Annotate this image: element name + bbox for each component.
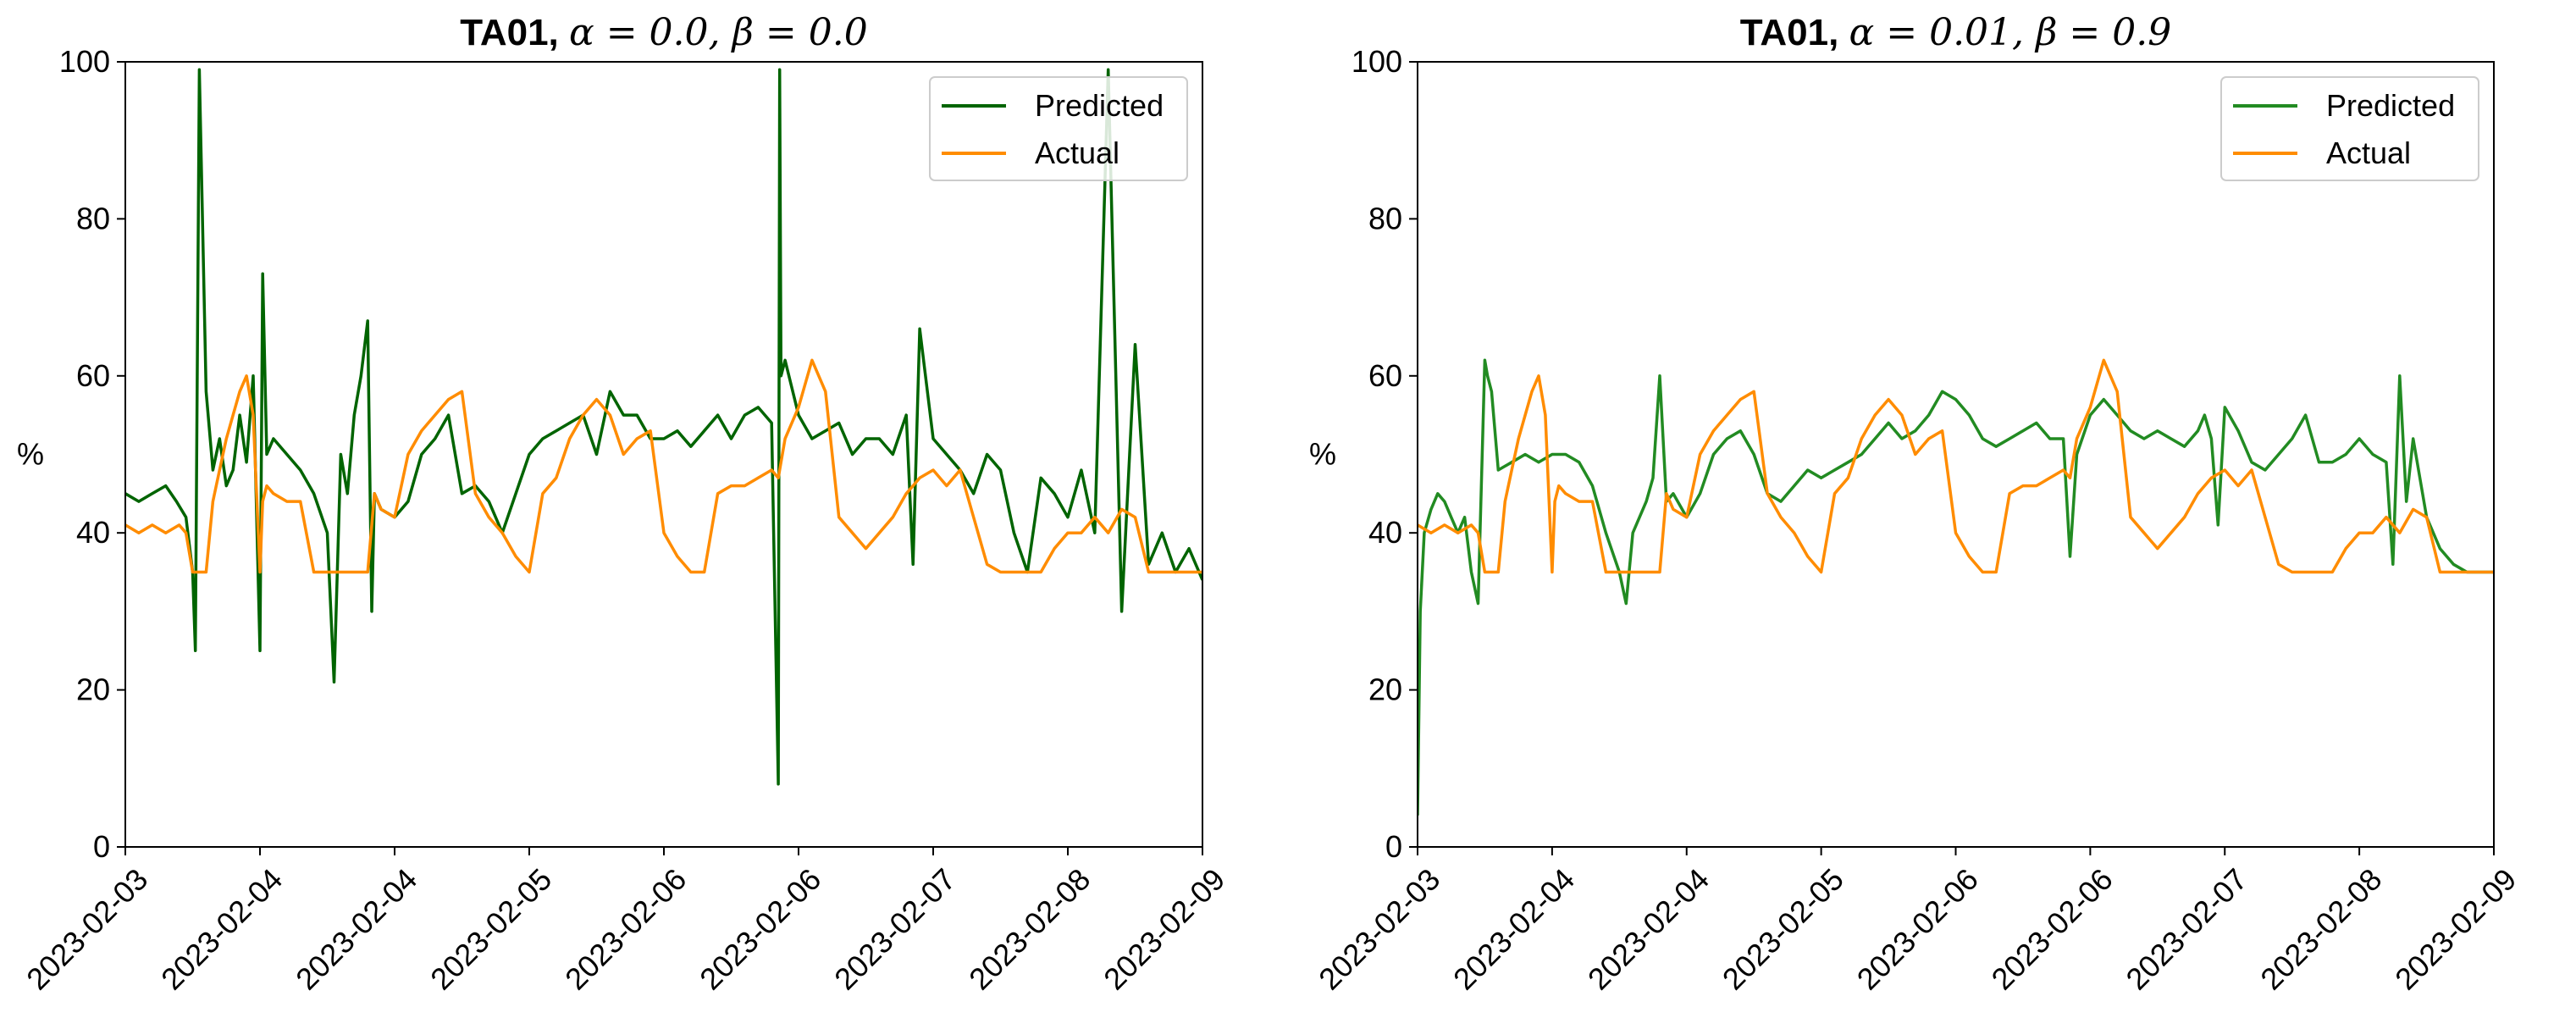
y-tick-label: 0 [1385, 829, 1402, 864]
y-tick-label: 40 [1368, 515, 1402, 550]
legend: Predicted Actual [929, 76, 1188, 181]
y-tick-label: 20 [1368, 672, 1402, 707]
x-tick-label: 2023-02-03 [19, 861, 154, 996]
y-tick-label: 80 [76, 201, 110, 235]
x-tick-label: 2023-02-06 [693, 861, 827, 996]
x-tick-label: 2023-02-04 [1581, 861, 1716, 996]
legend-label-actual: Actual [2326, 136, 2411, 170]
x-tick-label: 2023-02-04 [154, 861, 289, 996]
x-tick-label: 2023-02-06 [1984, 861, 2119, 996]
series-lines [1418, 358, 2494, 816]
y-tick-label: 40 [76, 515, 110, 550]
x-tick-label: 2023-02-06 [558, 861, 693, 996]
chart-title: TA01, α = 0.0, β = 0.0 [460, 11, 868, 54]
x-tick-label: 2023-02-04 [289, 861, 423, 996]
chart-title-params: α = 0.0, β = 0.0 [569, 11, 868, 54]
x-tick-label: 2023-02-08 [2253, 861, 2388, 996]
chart-title-bold: TA01, [460, 12, 569, 53]
y-tick-label: 100 [1352, 44, 1402, 79]
x-tick-label: 2023-02-04 [1446, 861, 1581, 996]
y-tick-label: 60 [76, 358, 110, 393]
series-lines [125, 68, 1202, 786]
x-tick-label: 2023-02-08 [962, 861, 1097, 996]
legend: Predicted Actual [2220, 76, 2479, 181]
series-line-actual [125, 358, 1202, 574]
y-tick-label: 0 [93, 829, 110, 864]
y-tick-label: 60 [1368, 358, 1402, 393]
x-tick-label: 2023-02-09 [2388, 861, 2523, 996]
chart-title: TA01, α = 0.01, β = 0.9 [1740, 11, 2172, 54]
y-tick-label: 20 [76, 672, 110, 707]
y-tick-label: 100 [59, 44, 110, 79]
legend-label-actual: Actual [1035, 136, 1119, 170]
x-tick-label: 2023-02-09 [1097, 861, 1231, 996]
series-line-predicted [1418, 358, 2494, 816]
x-tick-label: 2023-02-05 [423, 861, 558, 996]
series-line-actual [1418, 358, 2494, 574]
x-tick-label: 2023-02-06 [1850, 861, 1985, 996]
x-tick-label: 2023-02-07 [2119, 861, 2253, 996]
x-tick-label: 2023-02-03 [1312, 861, 1446, 996]
chart-title-params: α = 0.01, β = 0.9 [1849, 11, 2172, 54]
legend-label-predicted: Predicted [2326, 88, 2455, 123]
y-axis-label: % [1309, 437, 1336, 472]
x-tick-label: 2023-02-07 [827, 861, 962, 996]
legend-label-predicted: Predicted [1035, 88, 1164, 123]
y-tick-label: 80 [1368, 201, 1402, 235]
x-tick-label: 2023-02-05 [1716, 861, 1850, 996]
y-axis-label: % [17, 437, 44, 472]
chart-title-bold: TA01, [1740, 12, 1849, 53]
